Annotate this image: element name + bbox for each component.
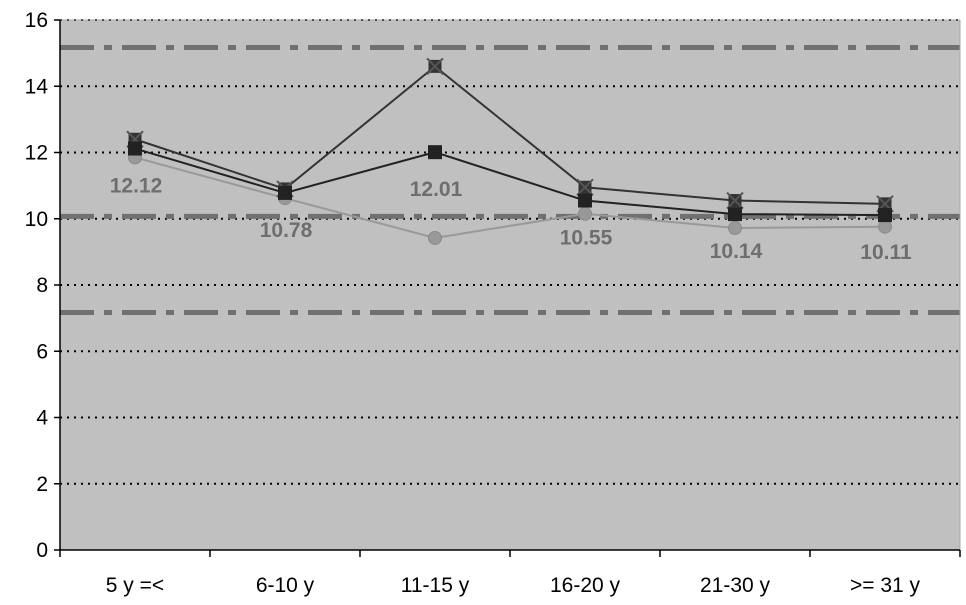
series-line bbox=[134, 156, 886, 239]
data-label: 10.11 bbox=[860, 241, 912, 264]
x-tick-label: >= 31 y bbox=[850, 574, 921, 597]
star-marker-cross bbox=[726, 191, 744, 210]
y-tick-label: 0 bbox=[36, 539, 48, 562]
x-tick-label: 21-30 y bbox=[700, 574, 771, 597]
series-point bbox=[278, 185, 292, 200]
series-line bbox=[134, 65, 886, 205]
x-tick-label: 6-10 y bbox=[256, 574, 315, 597]
axes: 0 2 4 6 8 10 12 14 16 5 y =< 6-10 y 11-15 y 16-20 y 2… bbox=[25, 9, 961, 597]
series-point bbox=[726, 191, 744, 210]
series-point bbox=[428, 230, 442, 245]
series-point bbox=[728, 221, 742, 236]
series-group bbox=[126, 57, 894, 245]
series-point bbox=[426, 57, 444, 76]
y-tick-label: 14 bbox=[25, 75, 49, 98]
star-marker-cross bbox=[426, 57, 444, 76]
y-tick-label: 6 bbox=[36, 340, 48, 363]
data-label: 10.14 bbox=[710, 240, 763, 263]
x-tick-label: 11-15 y bbox=[401, 574, 470, 597]
y-tick-label: 8 bbox=[36, 274, 48, 297]
data-label: 12.01 bbox=[410, 178, 463, 201]
data-label: 10.55 bbox=[560, 227, 613, 250]
reference-lines bbox=[60, 44, 960, 315]
y-tick-label: 10 bbox=[25, 208, 48, 231]
series-point bbox=[578, 193, 592, 208]
y-tick-label: 2 bbox=[36, 473, 48, 496]
data-labels: 12.12 10.78 12.01 10.55 10.14 10.11 bbox=[110, 175, 912, 265]
series-point bbox=[728, 207, 742, 222]
series-point bbox=[578, 206, 592, 221]
series-point bbox=[878, 208, 892, 223]
data-label: 10.78 bbox=[260, 219, 313, 242]
series-point bbox=[576, 178, 594, 196]
x-tick-label: 5 y =< bbox=[106, 574, 164, 597]
y-tick-label: 4 bbox=[36, 407, 48, 430]
y-tick-label: 12 bbox=[25, 142, 48, 165]
series-point bbox=[878, 219, 892, 234]
series-point bbox=[128, 141, 142, 156]
series-line bbox=[134, 147, 886, 217]
star-marker-cross bbox=[576, 178, 594, 196]
y-tick-label: 16 bbox=[25, 9, 48, 32]
data-label: 12.12 bbox=[110, 175, 163, 198]
x-tick-label: 16-20 y bbox=[550, 574, 621, 597]
series-point bbox=[428, 145, 442, 160]
